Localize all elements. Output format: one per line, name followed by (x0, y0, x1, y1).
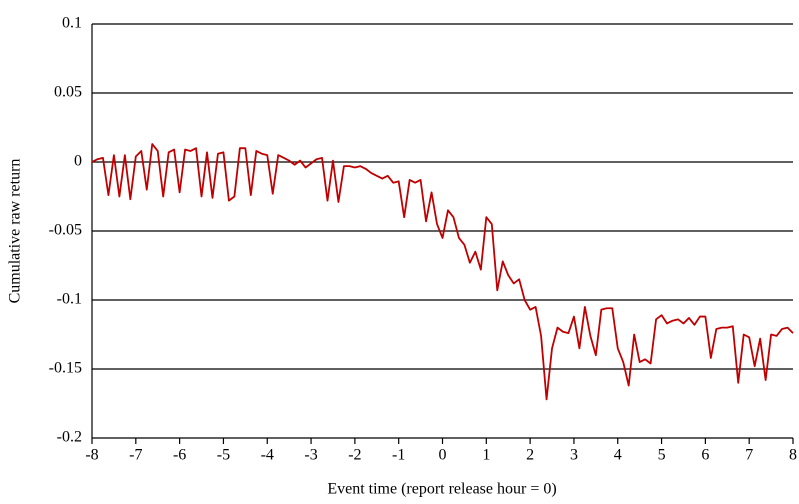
y-axis-label: Cumulative raw return (7, 159, 24, 304)
x-tick-label: -4 (261, 447, 274, 464)
x-tick-label: -3 (304, 447, 317, 464)
y-tick-label: 0.1 (62, 15, 82, 32)
x-tick-label: -6 (173, 447, 186, 464)
x-tick-label: 5 (658, 447, 666, 464)
x-tick-label: 8 (789, 447, 797, 464)
y-tick-label: -0.1 (57, 291, 82, 308)
data-line (91, 143, 794, 401)
x-tick-label: 6 (701, 447, 709, 464)
x-tick-label: 0 (439, 447, 447, 464)
x-tick-label: -5 (217, 447, 230, 464)
y-tick-label: -0.15 (49, 360, 82, 377)
x-tick-label: 2 (526, 447, 534, 464)
x-tick-label: -8 (85, 447, 98, 464)
x-axis-label: Event time (report release hour = 0) (327, 481, 556, 498)
x-tick-label: 4 (614, 447, 622, 464)
x-tick-label: 1 (482, 447, 490, 464)
y-tick-label: -0.05 (49, 222, 82, 239)
x-tick-label: 3 (570, 447, 578, 464)
y-tick-label: 0.05 (54, 84, 82, 101)
x-tick-label: -7 (129, 447, 142, 464)
y-tick-label: 0 (74, 153, 82, 170)
x-tick-label: 7 (745, 447, 753, 464)
x-tick-label: -1 (392, 447, 405, 464)
y-tick-label: -0.2 (57, 429, 82, 446)
x-tick-label: -2 (348, 447, 361, 464)
